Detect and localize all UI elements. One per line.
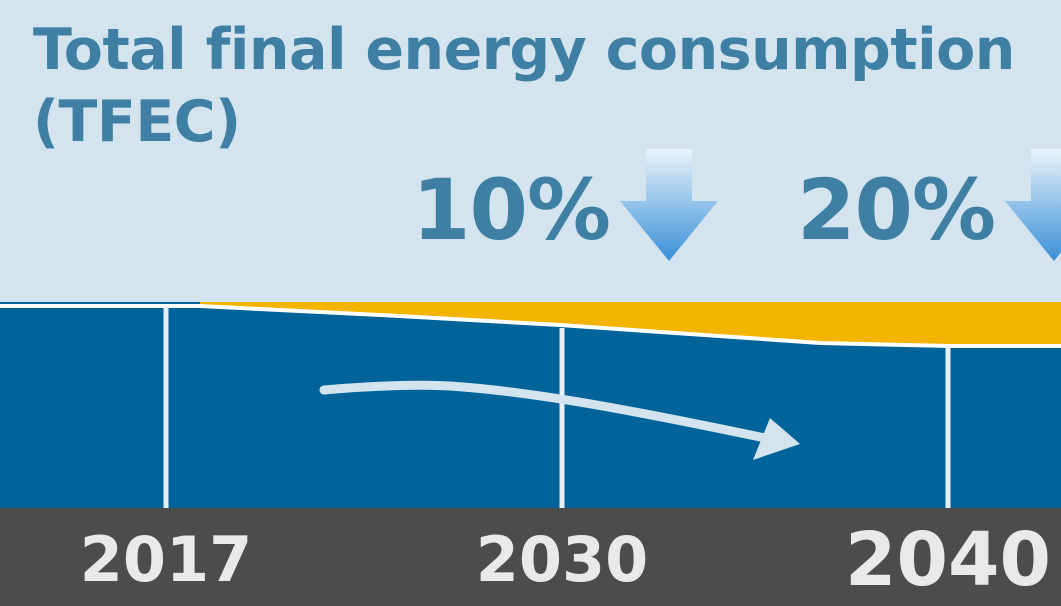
chart-title: Total final energy consumption (TFEC) <box>33 14 1015 158</box>
tfec-area-chart <box>0 302 1061 508</box>
down-arrow-icon <box>1005 149 1061 261</box>
reduction-label-2040: 20% <box>797 161 996 259</box>
down-arrow-icon <box>620 149 718 261</box>
trend-arrow-head <box>753 418 800 460</box>
reduction-label-2030: 10% <box>412 161 611 259</box>
trend-arrow-shaft <box>319 380 770 443</box>
x-tick-2017: 2017 <box>79 523 253 596</box>
x-axis-bar <box>0 508 1061 606</box>
reduction-area <box>200 302 1061 346</box>
x-tick-2030: 2030 <box>475 523 649 596</box>
title-line-2: (TFEC) <box>33 89 241 155</box>
x-tick-2040: 2040 <box>845 517 1051 603</box>
title-line-1: Total final energy consumption <box>33 17 1015 83</box>
